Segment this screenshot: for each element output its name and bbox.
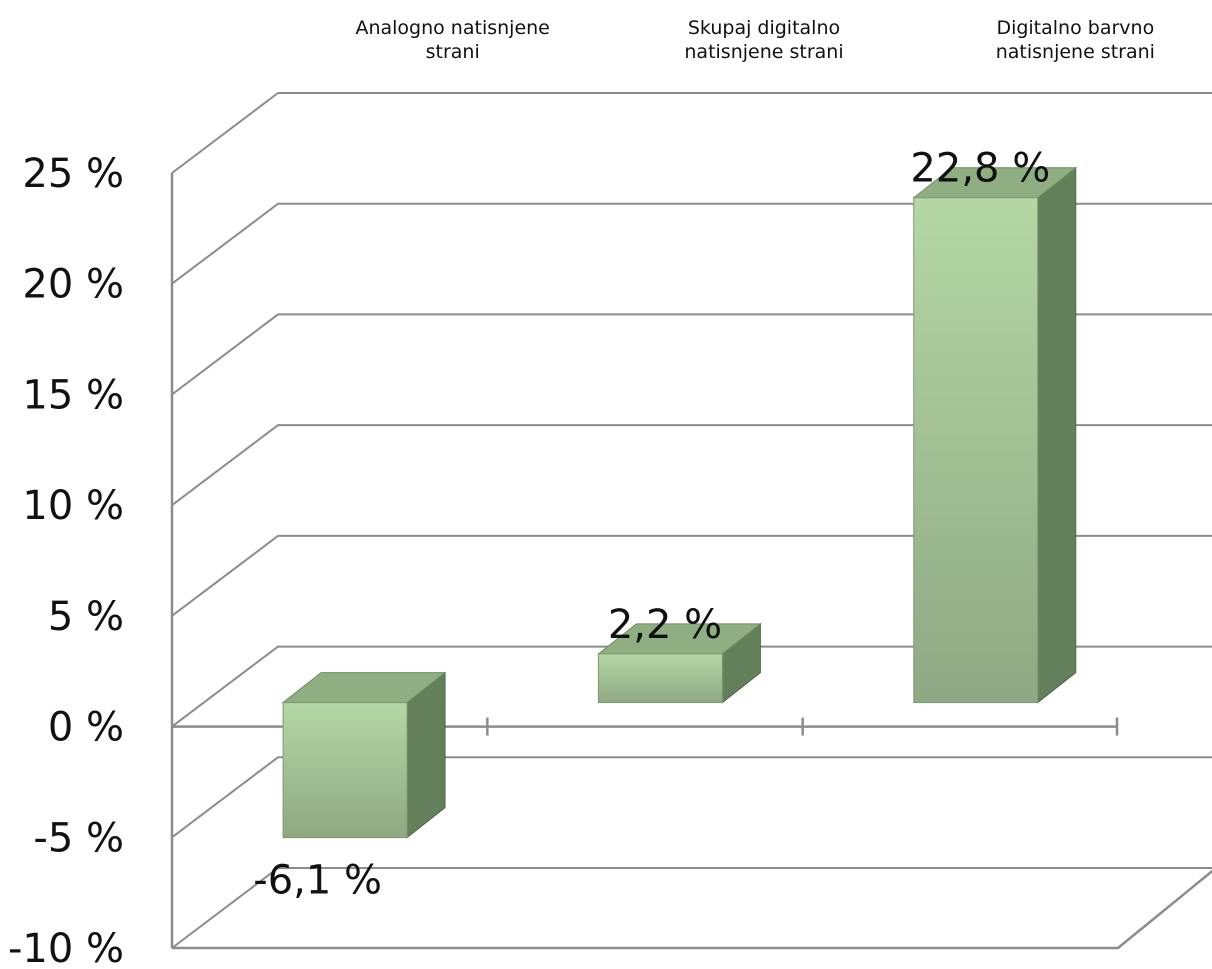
- gridline: [171, 202, 1212, 285]
- y-tick-label: 25 %: [22, 151, 124, 197]
- bar-1: [281, 671, 447, 839]
- y-tick-label: 5 %: [48, 594, 124, 640]
- gridline: [171, 313, 1212, 396]
- bar-3: [912, 166, 1078, 704]
- category-labels: Analogno natisnjene strani Skupaj digitaln…: [355, 17, 1154, 63]
- y-tick-label: -10 %: [8, 926, 124, 969]
- bar-front-face: [913, 197, 1039, 704]
- gridline: [171, 756, 1212, 839]
- category-label-line: natisnjene strani: [684, 41, 843, 63]
- gridline: [171, 645, 1212, 728]
- data-label: 2,2 %: [608, 602, 722, 648]
- bar-front-face: [282, 702, 408, 839]
- bar-side-face: [1037, 166, 1077, 704]
- y-tick-label: -5 %: [33, 815, 124, 861]
- bars: [281, 166, 1078, 839]
- y-tick-label: 15 %: [22, 372, 124, 418]
- y-tick-label: 20 %: [22, 262, 124, 308]
- category-label: Analogno natisnjene strani: [355, 17, 549, 63]
- gridline: [171, 424, 1212, 506]
- bar-2: [596, 622, 762, 704]
- data-labels: -6,1 % 2,2 % 22,8 %: [253, 146, 1050, 904]
- gridlines: [171, 92, 1212, 949]
- data-label: 22,8 %: [910, 146, 1050, 192]
- bar-front-face: [597, 653, 723, 704]
- y-tick-label: 10 %: [22, 483, 124, 529]
- y-axis-tick-labels: 25 % 20 % 15 % 10 % 5 % 0 % -5 % -10 %: [8, 151, 124, 969]
- gridline: [171, 867, 1212, 949]
- category-label-line: strani: [426, 41, 480, 63]
- category-label-line: Skupaj digitalno: [688, 17, 840, 39]
- floor-edge: [172, 869, 1212, 950]
- gridline: [171, 92, 1212, 174]
- category-label: Digitalno barvno natisnjene strani: [996, 17, 1155, 63]
- category-label-line: natisnjene strani: [996, 41, 1155, 63]
- gridline: [171, 534, 1212, 617]
- category-label: Skupaj digitalno natisnjene strani: [684, 17, 843, 63]
- category-label-line: Digitalno barvno: [996, 17, 1154, 39]
- category-label-line: Analogno natisnjene: [355, 17, 549, 39]
- y-tick-label: 0 %: [48, 705, 124, 751]
- data-label: -6,1 %: [253, 858, 382, 904]
